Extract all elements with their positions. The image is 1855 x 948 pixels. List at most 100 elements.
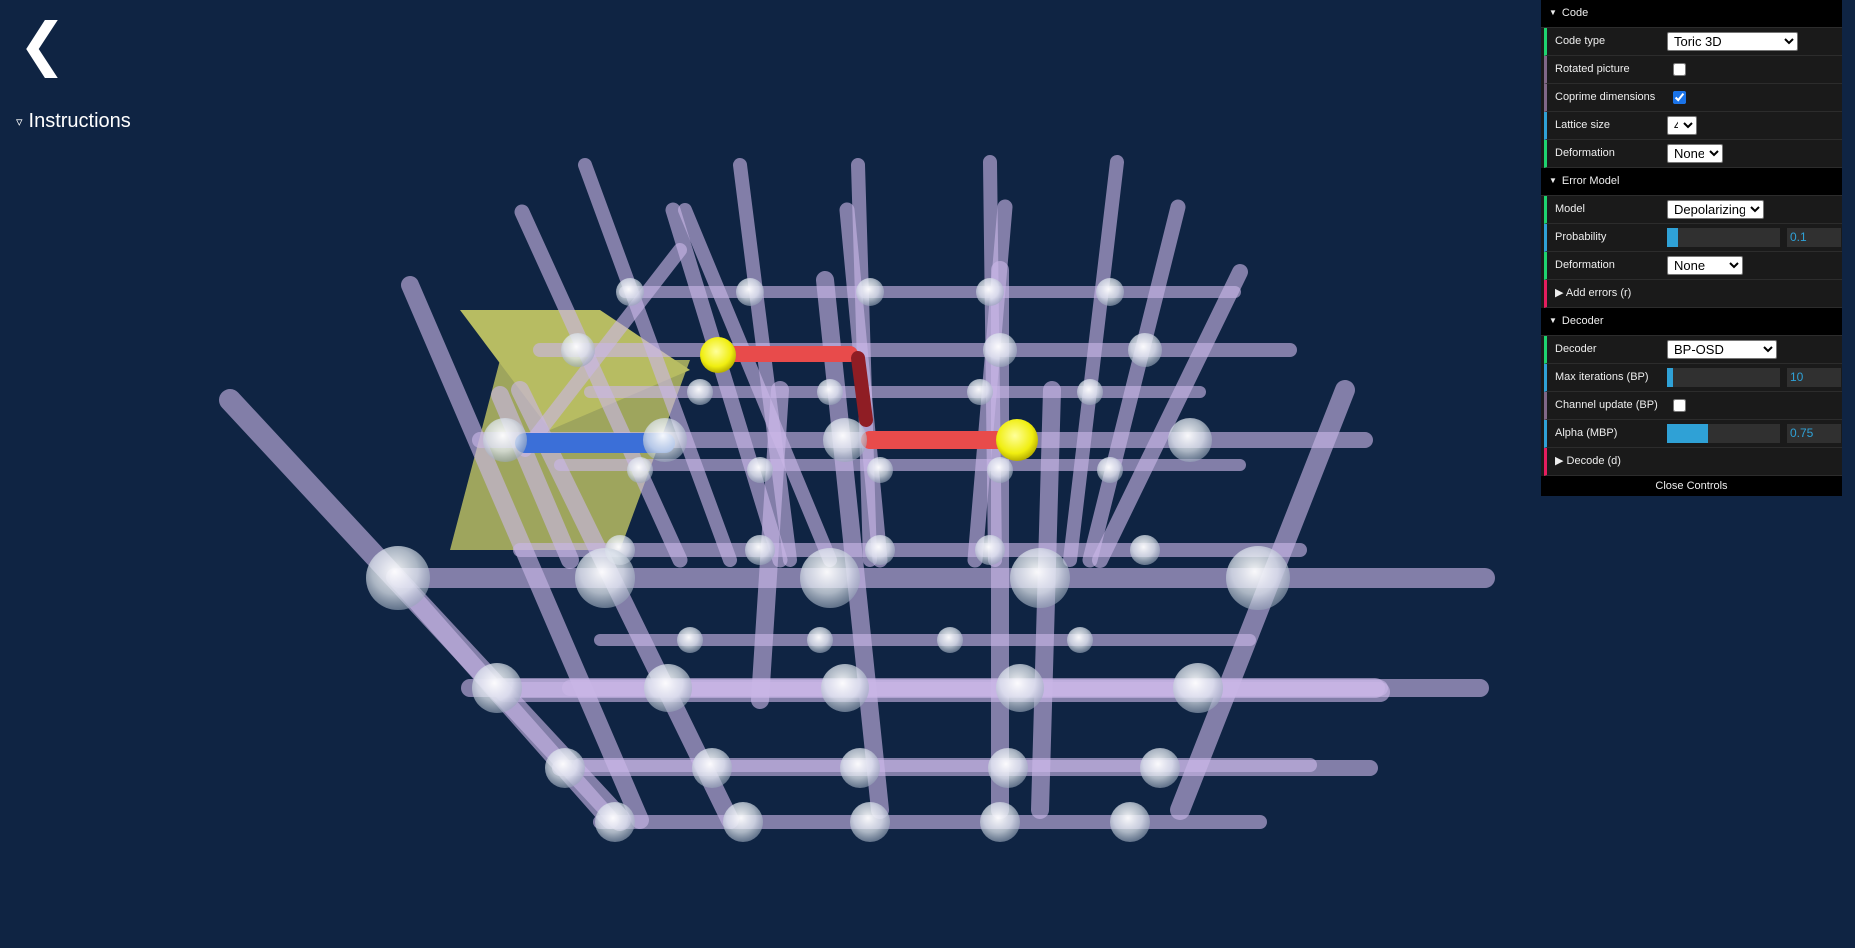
qubit-sphere (807, 627, 833, 653)
alpha-input[interactable]: 0.75 (1787, 424, 1841, 443)
qubit-sphere (988, 748, 1028, 788)
max-iterations-slider[interactable] (1667, 368, 1780, 387)
max-iterations-row: Max iterations (BP) 10 (1544, 364, 1842, 392)
back-button[interactable]: ❮ (18, 10, 67, 78)
qubit-sphere (823, 418, 867, 462)
model-select[interactable]: Depolarizing (1667, 200, 1764, 219)
rotated-picture-checkbox[interactable] (1673, 63, 1686, 76)
code-deformation-row: Deformation None (1544, 140, 1842, 168)
qubit-sphere (692, 748, 732, 788)
probability-row: Probability 0.1 (1544, 224, 1842, 252)
coprime-dimensions-row: Coprime dimensions (1544, 84, 1842, 112)
max-iterations-slider-fill (1667, 368, 1673, 387)
folder-decoder-title[interactable]: ▼ Decoder (1541, 308, 1842, 336)
channel-update-checkbox[interactable] (1673, 399, 1686, 412)
lattice-size-row: Lattice size 4 (1544, 112, 1842, 140)
code-deformation-label: Deformation (1555, 147, 1615, 159)
qubit-sphere (595, 802, 635, 842)
qubit-sphere (747, 457, 773, 483)
error-deformation-select[interactable]: None (1667, 256, 1743, 275)
qubit-sphere (687, 379, 713, 405)
qubit-sphere (856, 278, 884, 306)
rotated-picture-row: Rotated picture (1544, 56, 1842, 84)
folder-code-title[interactable]: ▼ Code (1541, 0, 1842, 28)
alpha-slider-fill (1667, 424, 1708, 443)
qubit-sphere (937, 627, 963, 653)
qubit-sphere (483, 418, 527, 462)
qubit-sphere (472, 663, 522, 713)
alpha-label: Alpha (MBP) (1555, 427, 1618, 439)
lattice-size-label: Lattice size (1555, 119, 1611, 131)
lattice-edge (1063, 155, 1124, 567)
lattice-edge (511, 381, 739, 829)
close-controls-button[interactable]: Close Controls (1541, 476, 1842, 496)
triangle-down-icon: ▿ (16, 114, 23, 129)
lattice-edge (816, 271, 889, 819)
decoder-label: Decoder (1555, 343, 1597, 355)
qubit-sphere (1128, 333, 1162, 367)
qubit-sphere (800, 548, 860, 608)
alpha-row: Alpha (MBP) 0.75 (1544, 420, 1842, 448)
lattice-edge (401, 276, 649, 829)
decoder-select[interactable]: BP-OSD (1667, 340, 1777, 359)
qubit-sphere (366, 546, 430, 610)
controls-panel: ▼ Code Code type Toric 3D Rotated picture… (1541, 0, 1842, 496)
qubit-spheres (366, 278, 1290, 842)
qubit-sphere (867, 457, 893, 483)
qubit-sphere (865, 535, 895, 565)
lattice-edge (518, 243, 687, 457)
qubit-sphere (987, 457, 1013, 483)
qubit-sphere (840, 748, 880, 788)
qubit-sphere (1130, 535, 1160, 565)
error-deformation-row: Deformation None (1544, 252, 1842, 280)
lattice-edge (578, 158, 737, 567)
code-type-select[interactable]: Toric 3D (1667, 32, 1798, 51)
qubit-sphere (545, 748, 585, 788)
chevron-down-icon: ▼ (1549, 8, 1557, 17)
add-errors-label: ▶ Add errors (r) (1555, 287, 1632, 299)
qubit-sphere (575, 548, 635, 608)
model-label: Model (1555, 203, 1585, 215)
qubit-sphere (983, 333, 1017, 367)
channel-update-label: Channel update (BP) (1555, 399, 1658, 411)
decode-button[interactable]: ▶ Decode (d) (1544, 448, 1842, 476)
channel-update-row: Channel update (BP) (1544, 392, 1842, 420)
probability-slider[interactable] (1667, 228, 1780, 247)
max-iterations-input[interactable]: 10 (1787, 368, 1841, 387)
probability-input[interactable]: 0.1 (1787, 228, 1841, 247)
coprime-dimensions-checkbox[interactable] (1673, 91, 1686, 104)
qubit-sphere (976, 278, 1004, 306)
qubit-sphere (996, 664, 1044, 712)
qubit-sphere (1096, 278, 1124, 306)
qubit-sphere (1226, 546, 1290, 610)
qubit-sphere (817, 379, 843, 405)
instructions-label: Instructions (28, 110, 131, 132)
max-iterations-label: Max iterations (BP) (1555, 371, 1649, 383)
code-deformation-select[interactable]: None (1667, 144, 1723, 163)
qubit-sphere (1097, 457, 1123, 483)
lattice-size-select[interactable]: 4 (1667, 116, 1697, 135)
chevron-down-icon: ▼ (1549, 316, 1557, 325)
lattice-edge (665, 202, 788, 568)
qubit-sphere (1173, 663, 1223, 713)
qubit-sphere (677, 627, 703, 653)
qubit-sphere (1168, 418, 1212, 462)
lattice-edge (1092, 264, 1248, 568)
probability-slider-fill (1667, 228, 1679, 247)
qubit-sphere (643, 418, 687, 462)
coprime-dimensions-label: Coprime dimensions (1555, 91, 1656, 103)
qubit-sphere (616, 278, 644, 306)
qubit-sphere (644, 664, 692, 712)
qubit-sphere (745, 535, 775, 565)
qubit-sphere (975, 535, 1005, 565)
qubit-sphere (980, 802, 1020, 842)
folder-error-model-title[interactable]: ▼ Error Model (1541, 168, 1842, 196)
qubit-sphere (1110, 802, 1150, 842)
qubit-sphere (821, 664, 869, 712)
add-errors-button[interactable]: ▶ Add errors (r) (1544, 280, 1842, 308)
lattice-edge (514, 204, 688, 568)
qubit-sphere (627, 457, 653, 483)
instructions-toggle[interactable]: ▿ Instructions (16, 110, 131, 133)
alpha-slider[interactable] (1667, 424, 1780, 443)
